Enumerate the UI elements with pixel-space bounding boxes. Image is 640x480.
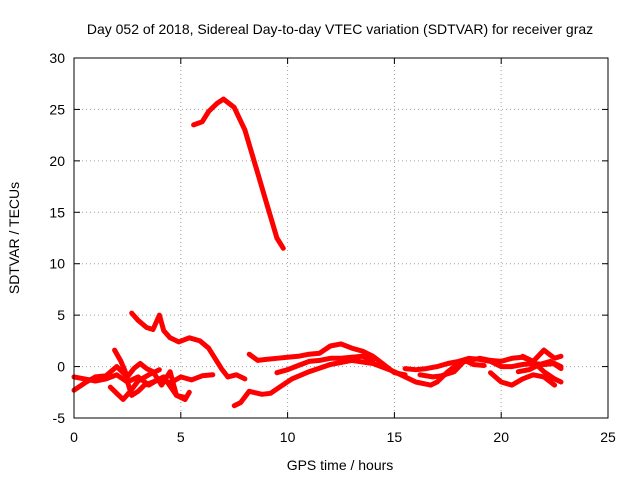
chart-title: Day 052 of 2018, Sidereal Day-to-day VTE… — [87, 21, 593, 37]
x-tick-label: 20 — [493, 429, 509, 445]
series-arc-i — [274, 353, 376, 376]
series-arc-m — [488, 370, 558, 388]
series-arc-high — [191, 96, 286, 251]
series-arc-o — [515, 358, 564, 375]
x-tick-label: 15 — [387, 429, 403, 445]
y-tick-label: 10 — [49, 256, 65, 272]
y-tick-label: 15 — [49, 204, 65, 220]
series-arc-e — [71, 372, 216, 388]
data-series — [71, 96, 564, 409]
x-tick-label: 25 — [600, 429, 616, 445]
y-axis-label: SDTVAR / TECUs — [6, 182, 22, 294]
series-arc-l — [434, 354, 564, 385]
series-arc-a — [129, 310, 231, 380]
x-tick-label: 10 — [280, 429, 296, 445]
series-arc-d — [246, 341, 408, 378]
y-tick-label: 30 — [49, 50, 65, 66]
series-arc-b — [225, 372, 248, 382]
series-arc-c — [231, 357, 440, 409]
x-tick-label: 5 — [177, 429, 185, 445]
x-tick-label: 0 — [70, 429, 78, 445]
y-tick-label: 0 — [57, 359, 65, 375]
x-axis-label: GPS time / hours — [287, 457, 394, 473]
series-arc-n — [520, 347, 564, 364]
series-arc-k — [417, 357, 487, 380]
y-tick-label: 25 — [49, 101, 65, 117]
plot-frame — [73, 57, 609, 419]
y-tick-label: 20 — [49, 153, 65, 169]
y-tick-label: 5 — [57, 307, 65, 323]
series-arc-h — [107, 367, 162, 402]
y-tick-label: -5 — [53, 410, 66, 426]
series-arc-g — [112, 347, 188, 400]
